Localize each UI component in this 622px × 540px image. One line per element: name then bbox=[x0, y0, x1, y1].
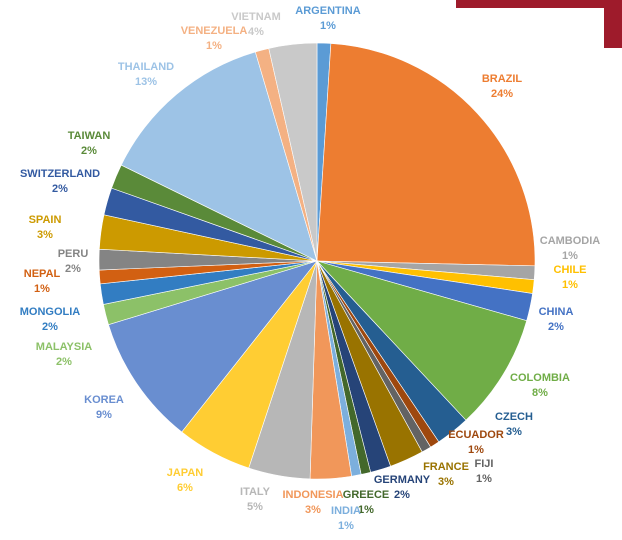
label-pct-germany: 2% bbox=[394, 489, 410, 501]
data-label-korea: KOREA 9% bbox=[84, 394, 124, 421]
label-name-argentina: ARGENTINA bbox=[295, 5, 360, 17]
data-label-peru: PERU 2% bbox=[58, 248, 89, 275]
label-pct-china: 2% bbox=[548, 321, 564, 333]
label-name-greece: GREECE bbox=[343, 489, 389, 501]
pie-slice-vietnam bbox=[268, 42, 318, 262]
label-name-china: CHINA bbox=[539, 306, 574, 318]
label-name-czech: CZECH bbox=[495, 411, 533, 423]
pie-slice-korea bbox=[108, 260, 318, 433]
data-label-colombia: COLOMBIA 8% bbox=[510, 372, 570, 399]
label-pct-india: 1% bbox=[338, 520, 354, 532]
label-name-taiwan: TAIWAN bbox=[68, 130, 111, 142]
label-pct-switzerland: 2% bbox=[52, 183, 68, 195]
label-name-korea: KOREA bbox=[84, 394, 124, 406]
data-label-ecuador: ECUADOR 1% bbox=[448, 429, 504, 456]
label-pct-france: 3% bbox=[438, 476, 454, 488]
pie-slice-thailand bbox=[120, 51, 318, 262]
label-pct-vietnam: 4% bbox=[248, 26, 264, 38]
label-pct-peru: 2% bbox=[65, 263, 81, 275]
label-name-ecuador: ECUADOR bbox=[448, 429, 504, 441]
data-label-vietnam: VIETNAM 4% bbox=[231, 11, 281, 38]
pie-slices bbox=[98, 42, 536, 480]
data-label-nepal: NEPAL 1% bbox=[24, 268, 61, 295]
label-pct-greece: 1% bbox=[358, 504, 374, 516]
label-name-colombia: COLOMBIA bbox=[510, 372, 570, 384]
data-label-spain: SPAIN 3% bbox=[29, 214, 62, 241]
label-pct-venezuela: 1% bbox=[206, 40, 222, 52]
label-name-germany: GERMANY bbox=[374, 474, 431, 486]
data-label-fiji: FIJI 1% bbox=[475, 458, 494, 485]
label-pct-fiji: 1% bbox=[476, 473, 492, 485]
label-pct-mongolia: 2% bbox=[42, 321, 58, 333]
label-name-spain: SPAIN bbox=[29, 214, 62, 226]
data-label-japan: JAPAN 6% bbox=[167, 467, 204, 494]
label-pct-colombia: 8% bbox=[532, 387, 548, 399]
data-label-indonesia: INDONESIA 3% bbox=[282, 489, 343, 516]
data-label-thailand: THAILAND 13% bbox=[118, 61, 174, 88]
label-name-thailand: THAILAND bbox=[118, 61, 174, 73]
label-name-fiji: FIJI bbox=[475, 458, 494, 470]
label-name-peru: PERU bbox=[58, 248, 89, 260]
pie-slice-brazil bbox=[316, 43, 536, 267]
label-name-venezuela: VENEZUELA bbox=[181, 25, 248, 37]
data-label-chile: CHILE 1% bbox=[554, 264, 587, 291]
data-label-greece: GREECE 1% bbox=[343, 489, 389, 516]
data-label-argentina: ARGENTINA 1% bbox=[295, 5, 360, 32]
label-pct-italy: 5% bbox=[247, 501, 263, 513]
data-label-malaysia: MALAYSIA 2% bbox=[36, 341, 92, 368]
data-label-germany: GERMANY 2% bbox=[374, 474, 431, 501]
corner-accent-shape bbox=[456, 0, 622, 8]
label-name-brazil: BRAZIL bbox=[482, 73, 523, 85]
label-pct-argentina: 1% bbox=[320, 20, 336, 32]
corner-accent-bar bbox=[604, 0, 622, 48]
data-label-cambodia: CAMBODIA 1% bbox=[540, 235, 601, 262]
label-pct-czech: 3% bbox=[506, 426, 522, 438]
label-name-switzerland: SWITZERLAND bbox=[20, 168, 100, 180]
data-label-czech: CZECH 3% bbox=[495, 411, 533, 438]
data-label-switzerland: SWITZERLAND 2% bbox=[20, 168, 100, 195]
data-label-venezuela: VENEZUELA 1% bbox=[181, 25, 248, 52]
label-pct-cambodia: 1% bbox=[562, 250, 578, 262]
data-label-brazil: BRAZIL 24% bbox=[482, 73, 523, 100]
data-label-india: INDIA 1% bbox=[331, 505, 361, 532]
data-label-taiwan: TAIWAN 2% bbox=[68, 130, 111, 157]
label-pct-taiwan: 2% bbox=[81, 145, 97, 157]
label-pct-brazil: 24% bbox=[491, 88, 513, 100]
label-name-italy: ITALY bbox=[240, 486, 271, 498]
label-pct-nepal: 1% bbox=[34, 283, 50, 295]
label-name-malaysia: MALAYSIA bbox=[36, 341, 92, 353]
label-name-japan: JAPAN bbox=[167, 467, 204, 479]
data-label-france: FRANCE 3% bbox=[423, 461, 469, 488]
data-label-mongolia: MONGOLIA 2% bbox=[20, 306, 81, 333]
label-pct-korea: 9% bbox=[96, 409, 112, 421]
label-pct-spain: 3% bbox=[37, 229, 53, 241]
label-name-india: INDIA bbox=[331, 505, 361, 517]
label-name-indonesia: INDONESIA bbox=[282, 489, 343, 501]
label-pct-japan: 6% bbox=[177, 482, 193, 494]
label-name-france: FRANCE bbox=[423, 461, 469, 473]
label-name-chile: CHILE bbox=[554, 264, 587, 276]
label-name-cambodia: CAMBODIA bbox=[540, 235, 601, 247]
pie-slice-colombia bbox=[316, 260, 528, 421]
label-name-mongolia: MONGOLIA bbox=[20, 306, 81, 318]
label-name-nepal: NEPAL bbox=[24, 268, 61, 280]
label-name-vietnam: VIETNAM bbox=[231, 11, 281, 23]
label-pct-indonesia: 3% bbox=[305, 504, 321, 516]
data-label-italy: ITALY 5% bbox=[240, 486, 271, 513]
label-pct-thailand: 13% bbox=[135, 76, 157, 88]
data-label-china: CHINA 2% bbox=[539, 306, 574, 333]
pie-labels: ARGENTINA1%BRAZIL24%CAMBODIA1%CHILE1%CHI… bbox=[20, 5, 601, 532]
label-pct-ecuador: 1% bbox=[468, 444, 484, 456]
label-pct-chile: 1% bbox=[562, 279, 578, 291]
label-pct-malaysia: 2% bbox=[56, 356, 72, 368]
